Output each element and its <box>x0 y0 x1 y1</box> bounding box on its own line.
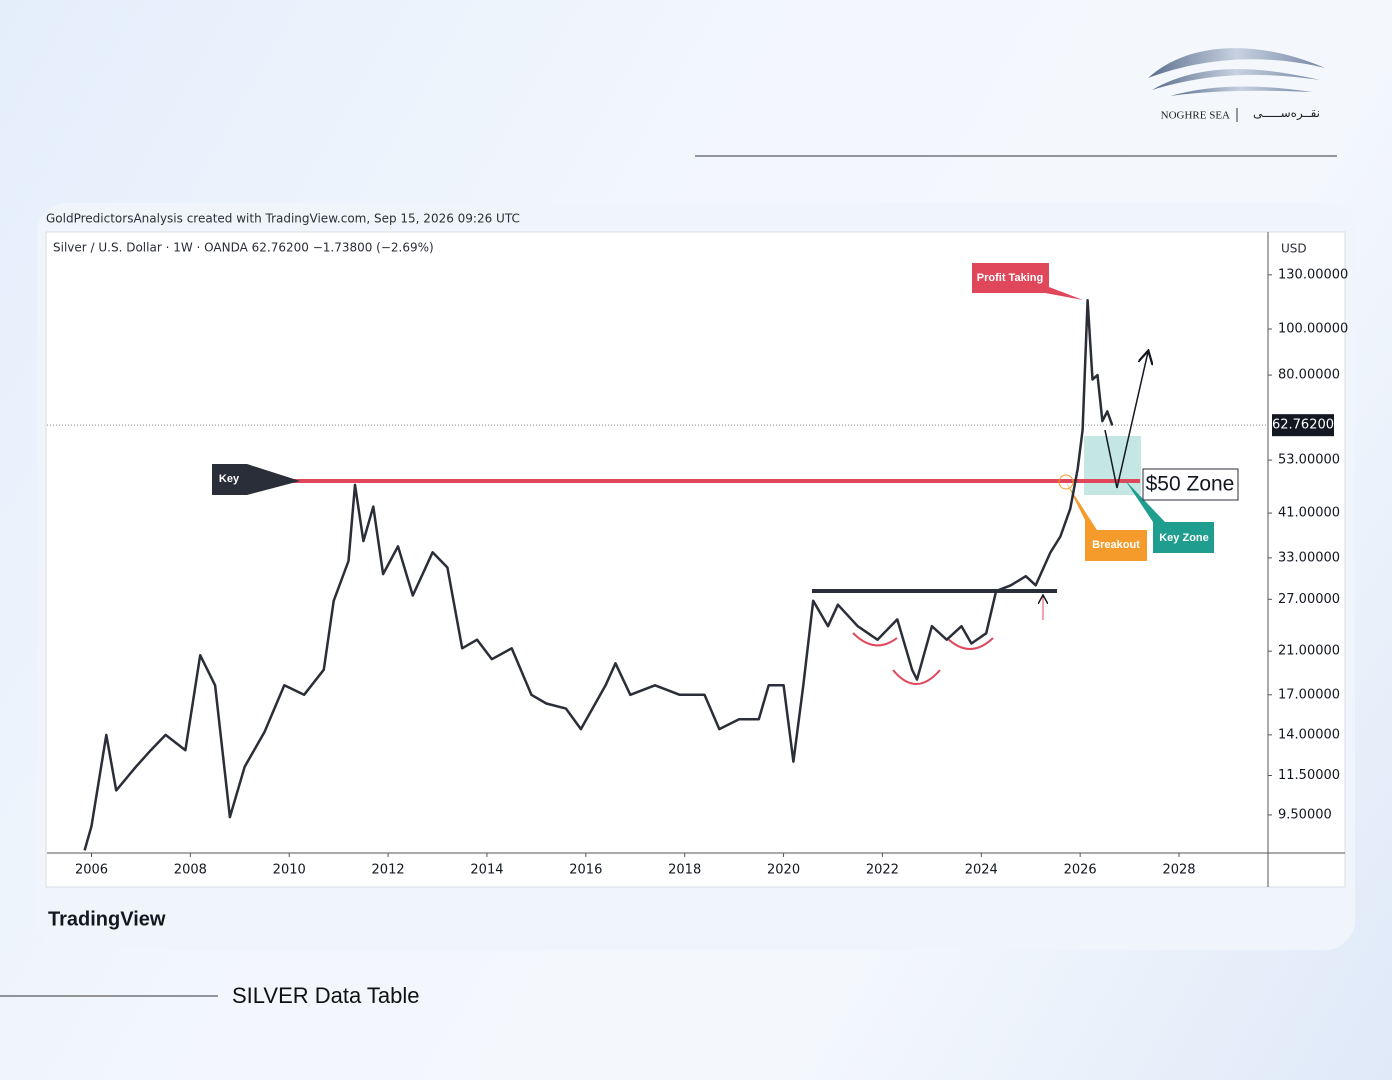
y-tick-label: 14.00000 <box>1278 727 1340 742</box>
symbol-info: Silver / U.S. Dollar · 1W · OANDA 62.762… <box>53 241 434 255</box>
y-tick-label: 53.00000 <box>1278 453 1340 468</box>
x-tick-label: 2008 <box>174 863 207 878</box>
y-tick-label: 17.00000 <box>1278 687 1340 702</box>
x-tick-label: 2016 <box>569 863 602 878</box>
brand-name: NOGHRE SEA <box>1161 110 1230 122</box>
drawings <box>212 263 1239 685</box>
y-tick-label: 21.00000 <box>1278 644 1340 659</box>
x-tick-label: 2020 <box>767 863 800 878</box>
y-tick-label: 33.00000 <box>1278 550 1340 565</box>
shoulder-arc <box>852 632 898 647</box>
shoulder-arc <box>946 637 994 650</box>
y-tick-label: 11.50000 <box>1278 768 1340 783</box>
last-price-label: 62.76200 <box>1272 418 1334 433</box>
annotation: $50 Zone <box>1146 473 1235 496</box>
callout <box>1125 480 1214 553</box>
x-tick-label: 2010 <box>273 863 306 878</box>
y-tick-label: 41.00000 <box>1278 506 1340 521</box>
last-price-tag <box>1272 414 1334 437</box>
caption: GoldPredictorsAnalysis created with Trad… <box>46 212 520 226</box>
annotation: Profit Taking <box>977 272 1043 284</box>
x-tick-label: 2026 <box>1064 863 1097 878</box>
y-tick-label: 27.00000 <box>1278 592 1340 607</box>
y-tick-label: 9.50000 <box>1278 807 1332 822</box>
chart-frame <box>45 231 1346 888</box>
section-title: SILVER Data Table <box>232 983 420 1008</box>
logo <box>1148 48 1325 122</box>
y-axis-label: USD <box>1281 242 1307 256</box>
callout <box>972 263 1083 300</box>
x-tick-label: 2024 <box>965 863 998 878</box>
x-tick-label: 2012 <box>372 863 405 878</box>
zone-label-box <box>1142 468 1239 501</box>
watermark: TradingView <box>48 908 166 930</box>
y-tick-label: 80.00000 <box>1278 368 1340 383</box>
price-line <box>83 298 1114 851</box>
projection-arrow <box>1104 352 1148 489</box>
brand-name-fa: نقــره‌ســـــی <box>1253 106 1320 121</box>
annotation: Key <box>219 473 240 485</box>
breakout-circle <box>1058 474 1074 490</box>
callout <box>212 464 300 495</box>
head-arc <box>892 669 941 685</box>
x-tick-label: 2022 <box>866 863 899 878</box>
y-tick-label: 130.00000 <box>1278 267 1348 282</box>
x-tick-label: 2018 <box>668 863 701 878</box>
x-tick-label: 2006 <box>75 863 108 878</box>
x-tick-label: 2028 <box>1162 863 1195 878</box>
annotation: Breakout <box>1092 539 1140 551</box>
callout <box>1066 482 1147 561</box>
y-tick-label: 100.00000 <box>1278 322 1348 337</box>
x-tick-label: 2014 <box>470 863 503 878</box>
annotation: Key Zone <box>1159 532 1209 544</box>
